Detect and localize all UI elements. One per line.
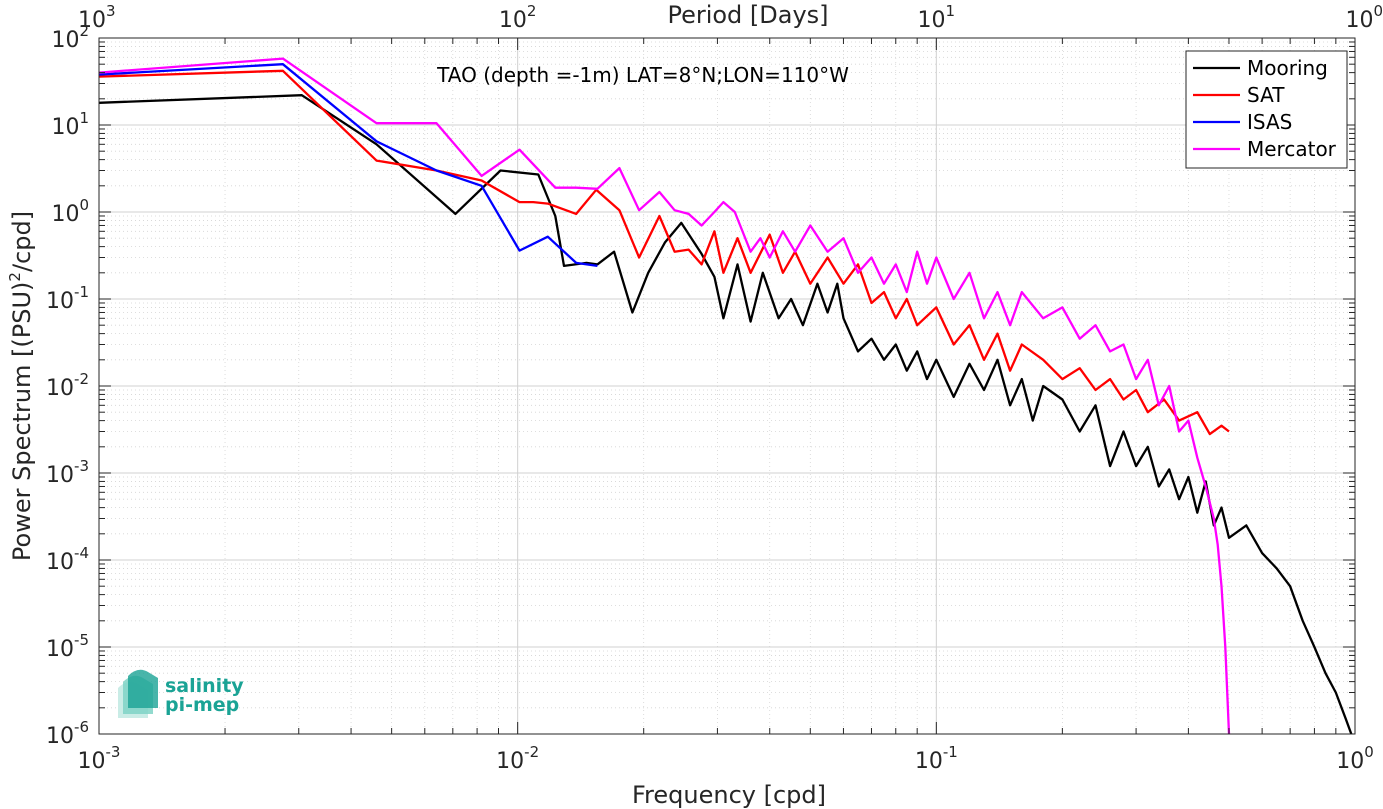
top-tick-label: 103 xyxy=(78,2,116,33)
y-axis-title-sup: 2 xyxy=(6,272,24,282)
logo-text-line2: pi-mep xyxy=(165,694,239,716)
top-tick-label-base: 10 xyxy=(918,8,946,33)
y-tick-label-exp: -4 xyxy=(74,544,89,562)
series-line-isas xyxy=(98,63,598,268)
y-tick-label-base: 10 xyxy=(46,289,74,314)
axis-ticks xyxy=(98,37,1356,735)
series-layer xyxy=(98,57,1353,735)
x-tick-label-exp: -3 xyxy=(106,743,121,761)
x-tick-label: 10-3 xyxy=(78,743,121,774)
x-tick-label: 100 xyxy=(1336,743,1374,774)
top-tick-label-base: 10 xyxy=(499,8,527,33)
top-tick-label-base: 10 xyxy=(78,8,106,33)
y-tick-label-base: 10 xyxy=(46,376,74,401)
y-axis-title: Power Spectrum [(PSU)2/cpd] xyxy=(6,211,36,561)
x-tick-label-exp: -2 xyxy=(524,743,539,761)
top-tick-label-exp: 0 xyxy=(1373,2,1383,20)
series-line-mercator xyxy=(98,57,1231,735)
top-tick-label-base: 10 xyxy=(1345,8,1373,33)
y-tick-label-base: 10 xyxy=(46,550,74,575)
y-tick-label: 10-1 xyxy=(46,283,89,314)
top-tick-label: 100 xyxy=(1345,2,1383,33)
y-tick-label-exp: 0 xyxy=(79,196,89,214)
legend-label: SAT xyxy=(1247,83,1285,107)
top-tick-label: 102 xyxy=(499,2,537,33)
y-tick-label: 102 xyxy=(51,22,89,53)
y-tick-label-exp: -6 xyxy=(74,718,89,736)
y-tick-label: 10-6 xyxy=(46,718,89,749)
top-tick-label-exp: 1 xyxy=(946,2,956,20)
x-axis-title: Frequency [cpd] xyxy=(632,781,826,809)
y-tick-label: 100 xyxy=(51,196,89,227)
top-axis-title: Period [Days] xyxy=(667,1,828,29)
top-tick-label-exp: 3 xyxy=(106,2,116,20)
y-tick-label-exp: 1 xyxy=(79,109,89,127)
y-tick-label: 101 xyxy=(51,109,89,140)
y-axis-title-tail: /cpd] xyxy=(8,211,36,272)
y-axis-title-main: Power Spectrum [(PSU) xyxy=(8,282,36,561)
top-tick-label: 101 xyxy=(918,2,956,33)
y-tick-label-exp: 2 xyxy=(79,22,89,40)
x-tick-label-exp: -1 xyxy=(943,743,958,761)
y-tick-label-base: 10 xyxy=(51,202,79,227)
y-tick-label-base: 10 xyxy=(46,637,74,662)
x-tick-label-base: 10 xyxy=(78,749,106,774)
x-tick-label-base: 10 xyxy=(915,749,943,774)
top-tick-label-exp: 2 xyxy=(527,2,537,20)
legend-items: Mooring SAT ISAS Mercator xyxy=(1193,56,1337,161)
x-tick-label: 10-2 xyxy=(496,743,539,774)
y-tick-label: 10-4 xyxy=(46,544,89,575)
y-tick-label-exp: -1 xyxy=(74,283,89,301)
x-tick-label-exp: 0 xyxy=(1364,743,1374,761)
logo-text-line1: salinity xyxy=(165,675,244,697)
x-tick-label-base: 10 xyxy=(496,749,524,774)
legend: Mooring SAT ISAS Mercator xyxy=(1185,50,1348,169)
y-tick-label: 10-2 xyxy=(46,370,89,401)
legend-label: ISAS xyxy=(1247,110,1292,134)
chart-annotation: TAO (depth =-1m) LAT=8°N;LON=110°W xyxy=(436,63,849,87)
y-tick-label-base: 10 xyxy=(46,724,74,749)
y-tick-label-exp: -2 xyxy=(74,370,89,388)
legend-label: Mooring xyxy=(1247,56,1328,80)
y-tick-label-base: 10 xyxy=(51,115,79,140)
y-tick-label-base: 10 xyxy=(46,463,74,488)
series-line-sat xyxy=(98,69,1230,436)
y-tick-label-base: 10 xyxy=(51,28,79,53)
y-tick-label-exp: -3 xyxy=(74,457,89,475)
salinity-pi-mep-logo: salinity pi-mep xyxy=(118,669,244,718)
y-tick-label: 10-5 xyxy=(46,631,89,662)
legend-label: Mercator xyxy=(1247,137,1337,161)
y-tick-label: 10-3 xyxy=(46,457,89,488)
wave-logo-icon xyxy=(118,669,158,718)
series-line-mooring xyxy=(98,94,1353,735)
x-tick-label-base: 10 xyxy=(1336,749,1364,774)
x-tick-label: 10-1 xyxy=(915,743,958,774)
y-tick-label-exp: -5 xyxy=(74,631,89,649)
